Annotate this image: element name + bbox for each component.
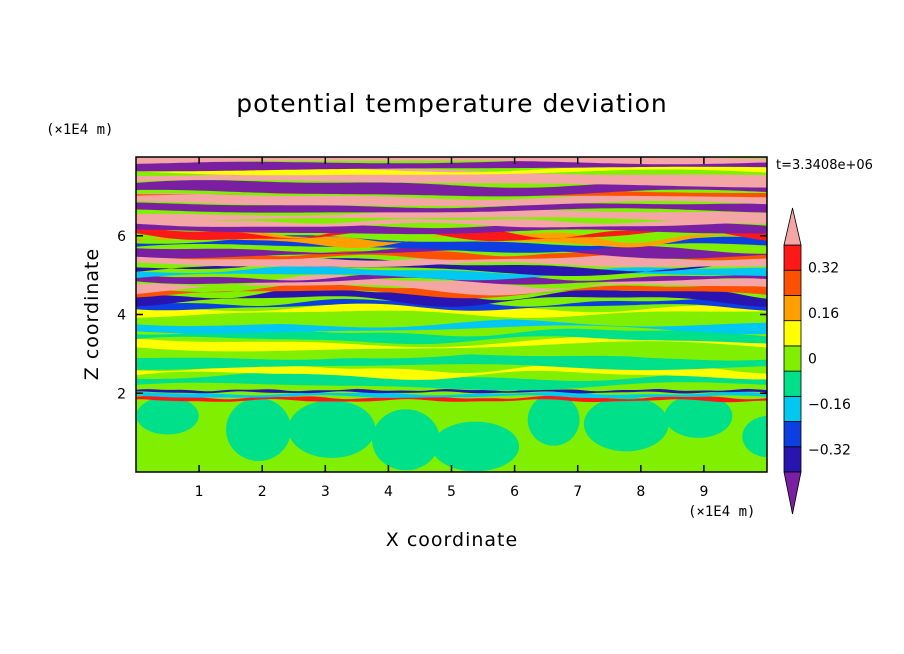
- contour-band: [583, 396, 669, 452]
- colorbar-segment: [783, 421, 802, 448]
- colorbar-tick-label: 0.16: [808, 306, 839, 322]
- contour-band: [136, 310, 767, 327]
- y-axis-unit: (×1E4 m): [46, 122, 113, 138]
- colorbar-upper-extension: [783, 207, 802, 246]
- field-layers: [136, 157, 767, 472]
- contour-band: [431, 421, 520, 472]
- contour-band: [226, 397, 291, 462]
- contour-band: [664, 394, 733, 438]
- y-tick-label: 2: [117, 386, 126, 402]
- colorbar-lower-extension: [783, 471, 802, 515]
- contour-band: [136, 208, 767, 224]
- contour-band: [136, 336, 767, 352]
- y-axis-ticks: 2 4 6: [117, 229, 767, 402]
- colorbar-segment: [783, 269, 802, 296]
- contour-band: [136, 388, 767, 394]
- x-axis-ticks: 1 2 3 4 5 6 7 8 9: [195, 157, 708, 500]
- x-tick-label: 4: [384, 484, 393, 500]
- contour-band: [136, 396, 199, 435]
- contour-band: [136, 250, 767, 261]
- contour-band: [136, 274, 767, 296]
- contour-band: [136, 218, 767, 228]
- colorbar-segment: [783, 370, 802, 397]
- x-tick-label: 5: [447, 484, 456, 500]
- x-tick-label: 9: [699, 484, 708, 500]
- colorbar-segment: [783, 244, 802, 271]
- x-axis-label: X coordinate: [386, 529, 518, 551]
- contour-band: [288, 400, 376, 458]
- contour-band: [527, 393, 580, 446]
- colorbar: −0.32 −0.16 0 0.16 0.32: [783, 207, 851, 515]
- contour-band: [136, 202, 767, 213]
- contour-band: [136, 193, 767, 207]
- colorbar-segment: [783, 320, 802, 347]
- contour-band: [136, 353, 767, 371]
- contour-band: [742, 415, 767, 458]
- x-tick-label: 6: [510, 484, 519, 500]
- contour-band: [136, 343, 767, 359]
- chart-title: potential temperature deviation: [236, 89, 667, 118]
- x-tick-label: 2: [258, 484, 267, 500]
- x-tick-label: 7: [573, 484, 582, 500]
- plot-area: [136, 157, 767, 472]
- colorbar-segment: [783, 395, 802, 422]
- colorbar-segment: [783, 345, 802, 372]
- colorbar-segment: [783, 295, 802, 322]
- y-tick-label: 4: [117, 308, 126, 324]
- contour-band: [136, 391, 767, 399]
- colorbar-tick-label: −0.32: [808, 442, 851, 458]
- contour-band: [371, 409, 440, 471]
- contour-band: [136, 303, 767, 318]
- x-axis-unit: (×1E4 m): [688, 504, 755, 520]
- x-tick-label: 3: [321, 484, 330, 500]
- y-tick-label: 6: [117, 229, 126, 245]
- contour-band: [136, 395, 767, 403]
- colorbar-segment: [783, 446, 802, 473]
- time-annotation: t=3.3408e+06: [776, 158, 873, 173]
- contour-band: [136, 165, 767, 176]
- colorbar-tick-label: 0.32: [808, 261, 839, 277]
- colorbar-tick-label: 0: [808, 352, 817, 368]
- x-tick-label: 8: [636, 484, 645, 500]
- contour-band: [136, 371, 767, 391]
- contour-band: [136, 229, 767, 248]
- contour-band: [136, 265, 767, 281]
- x-tick-label: 1: [195, 484, 204, 500]
- colorbar-tick-label: −0.16: [808, 397, 851, 413]
- y-axis-label: Z coordinate: [81, 248, 103, 380]
